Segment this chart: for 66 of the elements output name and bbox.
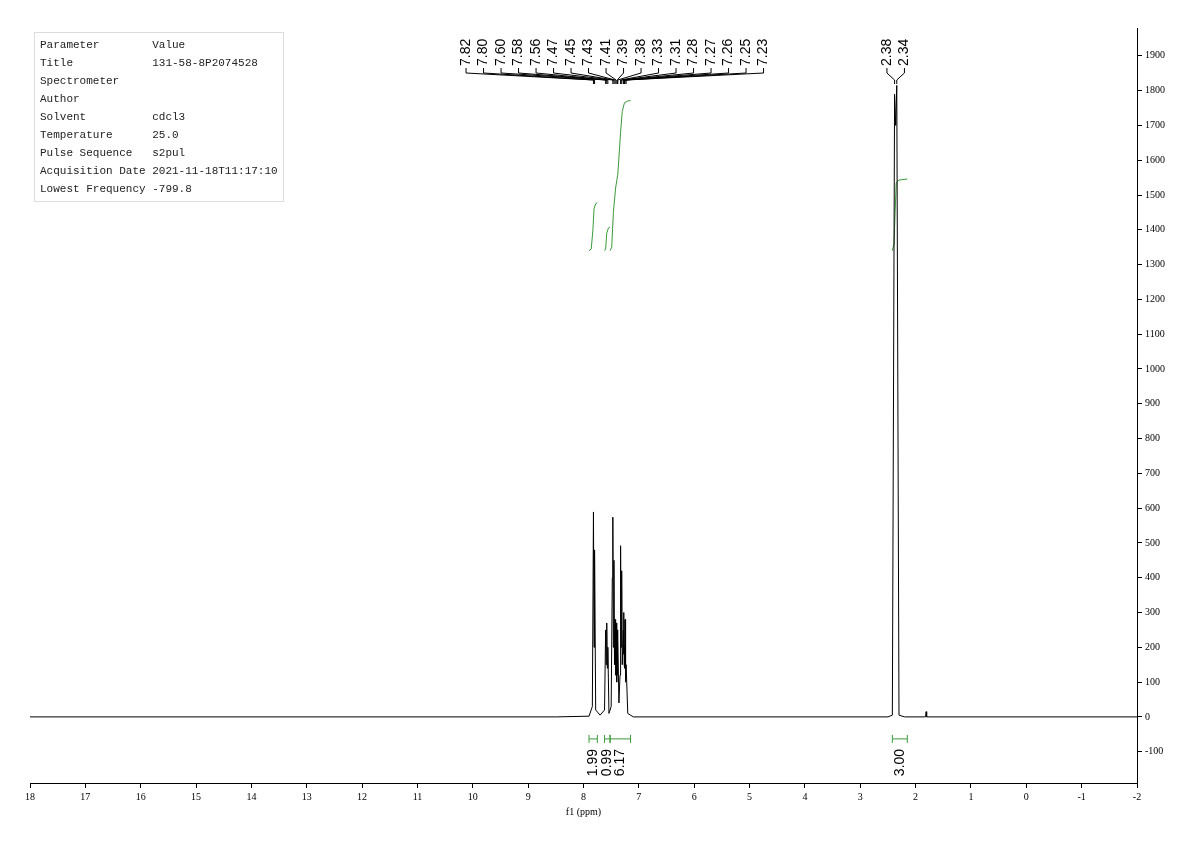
x-tick-label: 9 — [525, 790, 531, 802]
x-axis-title: f1 (ppm) — [565, 805, 602, 818]
x-tick-label: 10 — [467, 790, 478, 802]
y-tick-label: 1600 — [1145, 153, 1165, 165]
x-tick-label: 0 — [1023, 790, 1029, 802]
y-tick-label: 1000 — [1145, 362, 1165, 374]
annotation: 7.27 — [701, 38, 718, 66]
y-tick-label: 700 — [1145, 466, 1160, 478]
y-tick-label: 500 — [1145, 536, 1160, 548]
x-tick-label: 14 — [246, 790, 257, 802]
x-tick-label: 18 — [25, 790, 35, 802]
x-tick-label: 5 — [747, 790, 753, 802]
annotation: 1.99 — [584, 748, 601, 777]
x-tick-label: 15 — [191, 790, 202, 802]
x-tick-label: 2 — [913, 790, 919, 802]
y-tick-label: 100 — [1145, 675, 1160, 687]
x-tick-label: 6 — [691, 790, 697, 802]
annotation: 7.39 — [614, 38, 631, 66]
x-tick-label: 4 — [802, 790, 808, 802]
annotation: 7.82 — [456, 38, 473, 66]
annotation: 7.31 — [666, 38, 683, 66]
y-tick-label: 1100 — [1145, 327, 1165, 339]
annotation: 7.43 — [579, 38, 596, 66]
y-tick-label: 1800 — [1145, 84, 1165, 96]
annotation: 7.60 — [491, 38, 508, 66]
y-tick-label: 400 — [1145, 571, 1160, 583]
y-tick-label: 1900 — [1145, 49, 1165, 61]
y-tick-label: -100 — [1145, 745, 1164, 757]
y-tick-label: 1200 — [1145, 293, 1165, 305]
annotation: 3.00 — [890, 748, 907, 777]
x-tick-label: 8 — [581, 790, 586, 802]
annotation: 7.45 — [561, 38, 578, 66]
y-tick-label: 600 — [1145, 501, 1160, 513]
annotation: 7.33 — [649, 38, 666, 66]
x-tick-label: 7 — [636, 790, 642, 802]
x-tick-label: -2 — [1132, 790, 1142, 802]
text: Parameter Value Title 131-58-8P2074528 Spectrometer Author Solvent cdcl3 Temperature 25.0 Pulse Sequence s2pul Acquisition Date 2021-11-18T11:17:10 Lowest Frequency -799.8 — [40, 39, 278, 195]
x-tick-label: 16 — [135, 790, 146, 802]
y-tick-label: 1300 — [1145, 258, 1165, 270]
x-tick-label: 17 — [80, 790, 91, 802]
annotation: 7.23 — [754, 38, 771, 66]
annotation: 7.28 — [684, 38, 701, 66]
annotation: 7.41 — [596, 38, 613, 66]
x-tick-label: 1 — [968, 790, 974, 802]
annotation: 2.34 — [895, 38, 912, 66]
x-tick-label: 13 — [301, 790, 312, 802]
y-tick-label: 1400 — [1145, 223, 1165, 235]
y-tick-label: 800 — [1145, 432, 1160, 444]
x-tick-label: 12 — [357, 790, 368, 802]
y-tick-label: 900 — [1145, 397, 1160, 409]
x-tick-label: 11 — [412, 790, 423, 802]
annotation: 7.80 — [474, 38, 491, 66]
annotation: 7.47 — [544, 38, 561, 66]
x-tick-label: -1 — [1077, 790, 1086, 802]
annotation: 7.58 — [509, 38, 526, 66]
annotation: 2.38 — [877, 38, 894, 66]
y-tick-label: 1500 — [1145, 188, 1165, 200]
y-tick-label: 0 — [1145, 710, 1150, 722]
annotation: 7.56 — [526, 38, 543, 66]
annotation: 7.38 — [631, 38, 648, 66]
annotation: 7.25 — [736, 38, 753, 66]
y-tick-label: 1700 — [1145, 119, 1165, 131]
y-tick-label: 200 — [1145, 640, 1160, 652]
y-tick-label: 300 — [1145, 606, 1160, 618]
annotation: 7.26 — [719, 38, 736, 66]
x-tick-label: 3 — [857, 790, 863, 802]
